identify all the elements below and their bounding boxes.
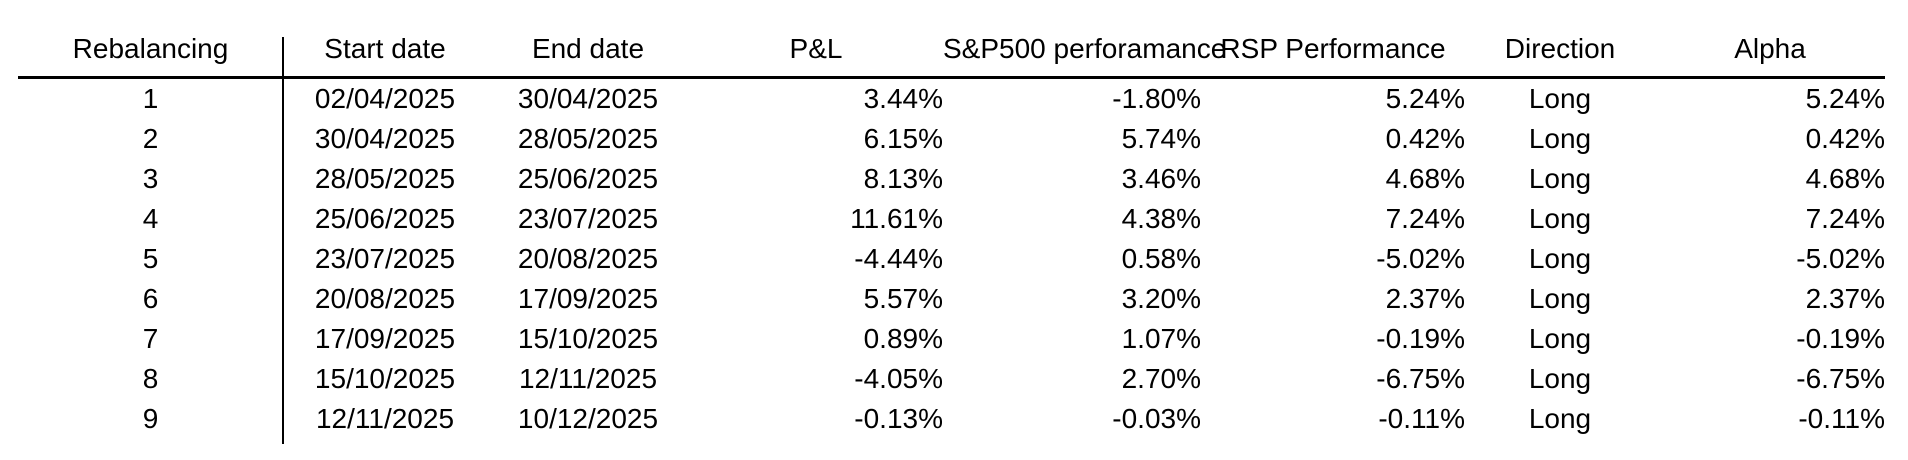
cell-alpha: -0.11% [1798, 403, 1885, 434]
cell-start-date: 12/11/2025 [315, 403, 455, 434]
cell-start-date: 28/05/2025 [314, 163, 456, 194]
cell-rsp-performance: 2.37% [1385, 283, 1465, 314]
table-row: 2 30/04/2025 28/05/2025 6.15% 5.74% 0.42… [18, 119, 1885, 159]
header-cell-end-date: End date [487, 22, 689, 79]
cell-start-date: 02/04/2025 [314, 83, 456, 114]
column-divider-line [282, 37, 284, 444]
table-row: 3 28/05/2025 25/06/2025 8.13% 3.46% 4.68… [18, 159, 1885, 199]
cell-start-date: 25/06/2025 [314, 203, 456, 234]
table-row: 9 12/11/2025 10/12/2025 -0.13% -0.03% -0… [18, 399, 1885, 439]
cell-rebalancing: 7 [142, 323, 159, 354]
cell-end-date: 10/12/2025 [517, 403, 659, 434]
cell-end-date: 12/11/2025 [518, 363, 658, 394]
header-cell-rsp-performance: RSP Performance [1201, 22, 1465, 79]
cell-rsp-performance: 4.68% [1385, 163, 1465, 194]
cell-pnl: 8.13% [863, 163, 943, 194]
cell-rebalancing: 8 [142, 363, 159, 394]
cell-rebalancing: 3 [142, 163, 159, 194]
cell-sp500-performance: -1.80% [1112, 83, 1201, 114]
cell-alpha: -6.75% [1796, 363, 1885, 394]
cell-end-date: 28/05/2025 [517, 123, 659, 154]
cell-pnl: -4.44% [854, 243, 943, 274]
cell-end-date: 15/10/2025 [517, 323, 659, 354]
cell-pnl: 0.89% [863, 323, 943, 354]
cell-rsp-performance: 5.24% [1385, 83, 1465, 114]
cell-direction: Long [1528, 323, 1592, 354]
cell-sp500-performance: -0.03% [1112, 403, 1201, 434]
cell-sp500-performance: 1.07% [1121, 323, 1201, 354]
cell-rebalancing: 2 [142, 123, 159, 154]
cell-pnl: 3.44% [863, 83, 943, 114]
table-row: 8 15/10/2025 12/11/2025 -4.05% 2.70% -6.… [18, 359, 1885, 399]
cell-direction: Long [1528, 363, 1592, 394]
cell-sp500-performance: 3.46% [1121, 163, 1201, 194]
cell-start-date: 23/07/2025 [314, 243, 456, 274]
cell-pnl: -4.05% [854, 363, 943, 394]
cell-sp500-performance: 3.20% [1121, 283, 1201, 314]
cell-alpha: 7.24% [1805, 203, 1885, 234]
header-cell-start-date: Start date [283, 22, 487, 79]
cell-rebalancing: 6 [142, 283, 159, 314]
cell-direction: Long [1528, 243, 1592, 274]
cell-sp500-performance: 2.70% [1121, 363, 1201, 394]
cell-direction: Long [1528, 123, 1592, 154]
cell-sp500-performance: 5.74% [1121, 123, 1201, 154]
cell-end-date: 30/04/2025 [517, 83, 659, 114]
header-cell-pnl: P&L [689, 22, 943, 79]
header-cell-rebalancing: Rebalancing [18, 22, 283, 79]
cell-pnl: 11.61% [850, 203, 943, 234]
cell-rsp-performance: 0.42% [1385, 123, 1465, 154]
cell-start-date: 15/10/2025 [314, 363, 456, 394]
table-row: 7 17/09/2025 15/10/2025 0.89% 1.07% -0.1… [18, 319, 1885, 359]
table-header-row: Rebalancing Start date End date P&L S&P5… [18, 22, 1885, 79]
cell-end-date: 20/08/2025 [517, 243, 659, 274]
cell-start-date: 20/08/2025 [314, 283, 456, 314]
cell-pnl: 5.57% [863, 283, 943, 314]
cell-rebalancing: 4 [142, 203, 159, 234]
header-cell-alpha: Alpha [1655, 22, 1885, 79]
cell-alpha: 5.24% [1805, 83, 1885, 114]
table-row: 4 25/06/2025 23/07/2025 11.61% 4.38% 7.2… [18, 199, 1885, 239]
cell-alpha: 2.37% [1805, 283, 1885, 314]
cell-alpha: 4.68% [1805, 163, 1885, 194]
cell-end-date: 23/07/2025 [517, 203, 659, 234]
cell-rsp-performance: -0.19% [1376, 323, 1465, 354]
cell-direction: Long [1528, 283, 1592, 314]
cell-rsp-performance: -5.02% [1376, 243, 1465, 274]
cell-alpha: -5.02% [1796, 243, 1885, 274]
cell-rebalancing: 1 [142, 83, 159, 114]
cell-direction: Long [1528, 203, 1592, 234]
cell-rebalancing: 9 [142, 403, 159, 434]
cell-direction: Long [1528, 403, 1592, 434]
cell-pnl: -0.13% [854, 403, 943, 434]
table-row: 1 02/04/2025 30/04/2025 3.44% -1.80% 5.2… [18, 78, 1885, 120]
rebalancing-table: Rebalancing Start date End date P&L S&P5… [18, 22, 1885, 439]
cell-end-date: 25/06/2025 [517, 163, 659, 194]
cell-end-date: 17/09/2025 [517, 283, 659, 314]
cell-rsp-performance: 7.24% [1385, 203, 1465, 234]
cell-alpha: 0.42% [1805, 123, 1885, 154]
cell-sp500-performance: 0.58% [1121, 243, 1201, 274]
cell-start-date: 30/04/2025 [314, 123, 456, 154]
header-cell-sp500-performance: S&P500 perforamance [943, 22, 1226, 79]
header-cell-direction: Direction [1465, 22, 1655, 79]
cell-sp500-performance: 4.38% [1121, 203, 1201, 234]
cell-rebalancing: 5 [142, 243, 159, 274]
table-row: 5 23/07/2025 20/08/2025 -4.44% 0.58% -5.… [18, 239, 1885, 279]
cell-direction: Long [1528, 163, 1592, 194]
cell-alpha: -0.19% [1796, 323, 1885, 354]
cell-start-date: 17/09/2025 [314, 323, 456, 354]
cell-rsp-performance: -0.11% [1378, 403, 1465, 434]
cell-direction: Long [1528, 83, 1592, 114]
table-row: 6 20/08/2025 17/09/2025 5.57% 3.20% 2.37… [18, 279, 1885, 319]
cell-pnl: 6.15% [863, 123, 943, 154]
cell-rsp-performance: -6.75% [1376, 363, 1465, 394]
